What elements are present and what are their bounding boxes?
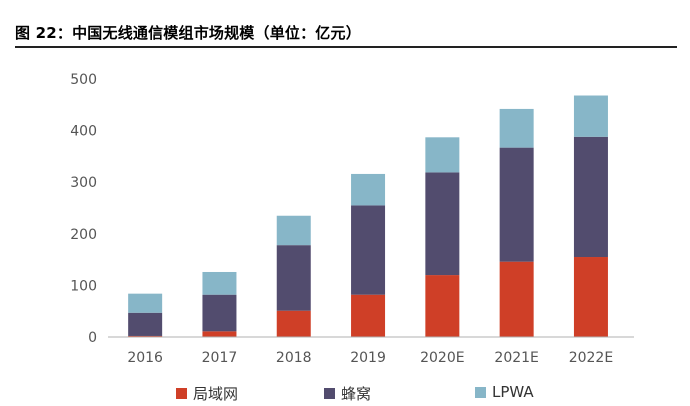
y-tick-label: 0 [88, 330, 97, 346]
legend-item-lan: 局域网 [176, 383, 238, 404]
bar-segment-lan-2022E [573, 257, 608, 337]
bar-segment-lpwa-2018 [276, 215, 311, 246]
stacked-bar-chart: 0 100 200 300 400 500 2016 2017 2018 2019 2020E 20… [70, 72, 634, 366]
bar-segment-lan-2018 [276, 310, 311, 337]
bar-segment-lpwa-2017 [202, 271, 237, 295]
legend-swatch-lan [176, 388, 187, 399]
bar-segment-cellular-2022E [573, 136, 608, 258]
bar-segment-cellular-2020E [425, 172, 460, 276]
bar-segment-cellular-2016 [128, 312, 163, 336]
bar-segment-cellular-2019 [351, 205, 386, 295]
y-tick-label: 500 [70, 72, 97, 88]
y-tick-label: 300 [70, 175, 97, 191]
bar-segment-lan-2021E [499, 261, 534, 337]
bar-segment-lan-2016 [128, 335, 163, 337]
legend-swatch-lpwa [475, 386, 486, 398]
bar-segment-lpwa-2021E [499, 108, 534, 148]
bar-segment-lan-2020E [425, 275, 460, 337]
figure-title: 图 22：中国无线通信模组市场规模（单位：亿元） [15, 24, 361, 42]
legend-item-cellular: 蜂窝 [324, 383, 371, 404]
legend-swatch-cellular [324, 388, 335, 399]
bar-segment-cellular-2017 [202, 294, 237, 332]
bar-segment-lan-2017 [202, 331, 237, 337]
x-tick-label: 2021E [494, 350, 538, 366]
x-tick-label: 2019 [350, 350, 386, 366]
y-tick-label: 100 [70, 278, 97, 294]
legend-label-cellular: 蜂窝 [341, 385, 372, 403]
x-tick-label: 2022E [569, 350, 613, 366]
legend-label-lpwa: LPWA [492, 383, 534, 401]
bar-segment-cellular-2021E [499, 147, 534, 262]
bar-segment-lpwa-2022E [573, 95, 608, 137]
bar-segment-lpwa-2020E [425, 137, 460, 173]
y-tick-label: 400 [70, 124, 97, 140]
bar-segment-lpwa-2016 [128, 293, 163, 313]
title-divider [15, 46, 677, 48]
y-tick-label: 200 [70, 227, 97, 243]
x-tick-label: 2017 [202, 350, 238, 366]
bar-segment-lan-2019 [351, 294, 386, 337]
x-tick-label: 2016 [127, 350, 163, 366]
legend-label-lan: 局域网 [193, 385, 239, 403]
x-tick-label: 2018 [276, 350, 312, 366]
legend-item-lpwa: LPWA [475, 383, 534, 401]
x-tick-label: 2020E [420, 350, 464, 366]
bar-segment-lpwa-2019 [351, 173, 386, 206]
chart-legend: 局域网 蜂窝 LPWA [0, 383, 690, 404]
bar-segment-cellular-2018 [276, 245, 311, 311]
